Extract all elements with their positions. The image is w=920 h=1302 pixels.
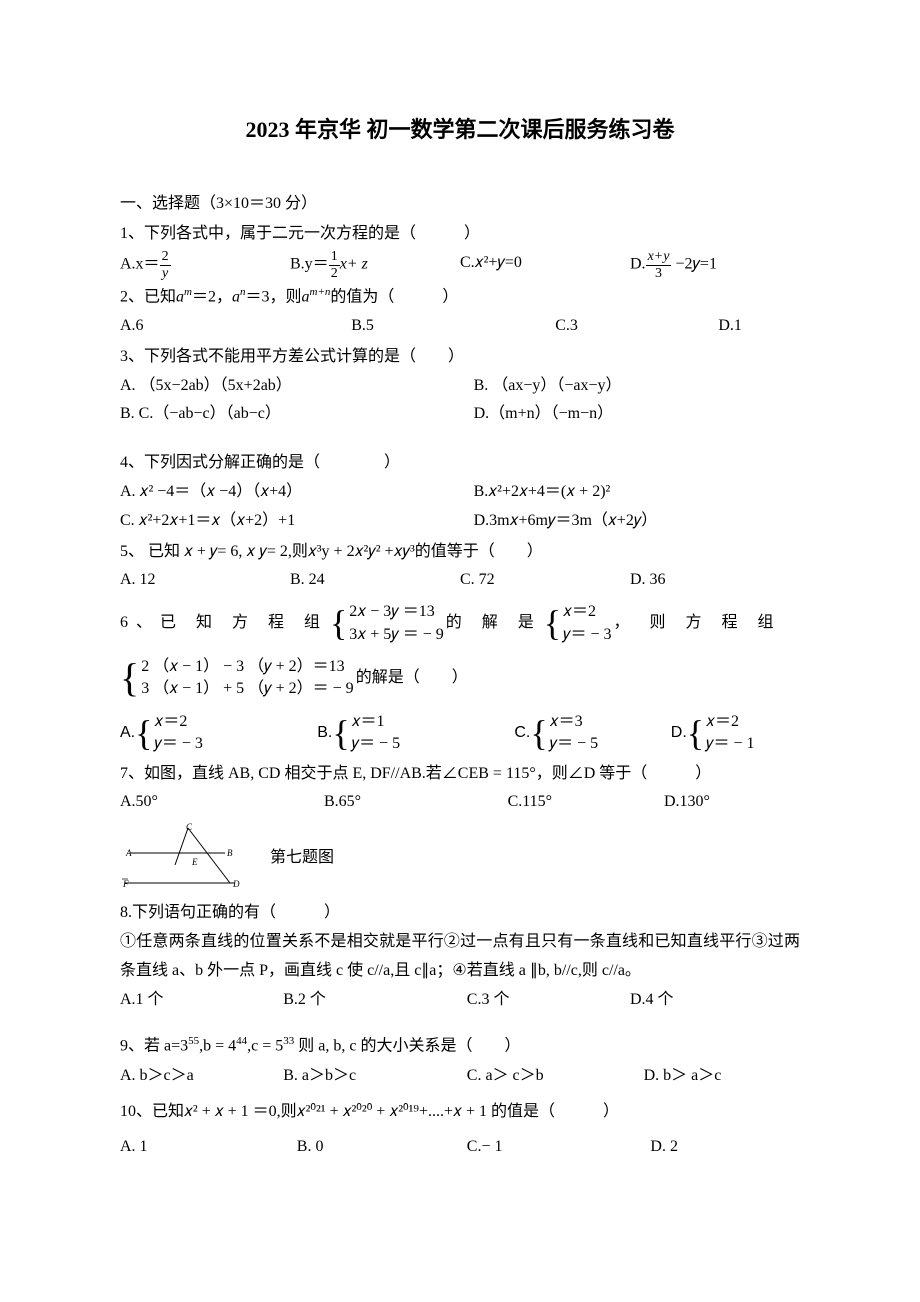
q1-opt-b: B.y＝12x+ z <box>290 249 460 281</box>
q6-line1: 6、已 知 方 程 组 {2𝑥 − 3𝑦 ＝133𝑥 + 5𝑦 ＝ − 9 的 … <box>120 601 800 646</box>
q3-options-1: A. （5x−2ab）（5x+2ab） B. （ax−y）（−ax−y） <box>120 372 800 401</box>
q5-opt-c: C. 72 <box>460 566 630 595</box>
q10-text: 10、已知𝑥² + 𝑥 + 1 ＝0,则𝑥²⁰²¹ + 𝑥²⁰²⁰ + 𝑥²⁰¹… <box>120 1098 800 1127</box>
q4-options-1: A. 𝑥² −4＝（𝑥 −4）（𝑥+4） B.𝑥²+2𝑥+4＝(𝑥 + 2)² <box>120 478 800 507</box>
q2-opt-a: A.6 <box>120 312 351 341</box>
q10-opt-b: B. 0 <box>297 1133 467 1162</box>
question-5: 5、 已知 𝑥 + 𝑦= 6, 𝑥 𝑦= 2,则𝑥³y + 2𝑥²𝑦² +𝑥𝑦³… <box>120 538 800 596</box>
q5-options: A. 12 B. 24 C. 72 D. 36 <box>120 566 800 595</box>
q8-body: ①任意两条直线的位置关系不是相交就是平行②过一点有且只有一条直线和已知直线平行③… <box>120 928 800 986</box>
q3-opt-a: A. （5x−2ab）（5x+2ab） <box>120 372 474 401</box>
question-7: 7、如图，直线 AB, CD 相交于点 E, DF//AB.若∠CEB = 11… <box>120 760 800 894</box>
q5-opt-d: D. 36 <box>630 566 800 595</box>
q7-diagram: A B C D E F <box>120 823 250 893</box>
q7-text: 7、如图，直线 AB, CD 相交于点 E, DF//AB.若∠CEB = 11… <box>120 760 800 789</box>
svg-text:B: B <box>227 848 233 858</box>
q1-opt-d: D.x+y3 −2𝑦=1 <box>630 249 800 281</box>
q4-opt-a: A. 𝑥² −4＝（𝑥 −4）（𝑥+4） <box>120 478 474 507</box>
q5-opt-b: B. 24 <box>290 566 460 595</box>
svg-text:E: E <box>191 857 198 867</box>
q1-text: 1、下列各式中，属于二元一次方程的是（ ） <box>120 220 800 249</box>
q3-text: 3、下列各式不能用平方差公式计算的是（ ） <box>120 343 800 372</box>
q2-opt-b: B.5 <box>351 312 555 341</box>
q7-opt-d: D.130° <box>664 788 800 817</box>
question-8: 8.下列语句正确的有（ ） ①任意两条直线的位置关系不是相交就是平行②过一点有且… <box>120 899 800 1014</box>
svg-text:D: D <box>232 879 240 889</box>
q8-text: 8.下列语句正确的有（ ） <box>120 899 800 928</box>
q6-opt-d: D.{ 𝑥＝2𝑦＝ − 1 <box>671 711 800 756</box>
q10-opt-d: D. 2 <box>650 1133 800 1162</box>
q2-opt-d: D.1 <box>718 312 800 341</box>
q3-opt-d: D.（m+n）（−m−n） <box>474 400 800 429</box>
q4-opt-d: D.3m𝑥+6m𝑦＝3m（𝑥+2𝑦） <box>474 507 800 536</box>
q6-line2: {2 （𝑥 − 1） − 3 （𝑦 + 2）＝133 （𝑥 − 1） + 5 （… <box>120 656 800 701</box>
q2-options: A.6 B.5 C.3 D.1 <box>120 312 800 341</box>
section-header: 一、选择题（3×10＝30 分） <box>120 190 800 219</box>
page-title: 2023 年京华 初一数学第二次课后服务练习卷 <box>120 110 800 150</box>
q3-options-2: B. C.（−ab−c）（ab−c） D.（m+n）（−m−n） <box>120 400 800 429</box>
q1-opt-c: C.𝑥²+𝑦=0 <box>460 249 630 281</box>
q6-opt-c: C.{ 𝑥＝3𝑦＝ − 5 <box>514 711 670 756</box>
q6-opt-a: A.{ 𝑥＝2𝑦＝ − 3 <box>120 711 317 756</box>
q1-options: A.x＝2y B.y＝12x+ z C.𝑥²+𝑦=0 D.x+y3 −2𝑦=1 <box>120 249 800 281</box>
question-10: 10、已知𝑥² + 𝑥 + 1 ＝0,则𝑥²⁰²¹ + 𝑥²⁰²⁰ + 𝑥²⁰¹… <box>120 1098 800 1162</box>
q5-opt-a: A. 12 <box>120 566 290 595</box>
svg-text:C: C <box>186 823 193 832</box>
q1-opt-a: A.x＝2y <box>120 249 290 281</box>
q10-options: A. 1 B. 0 C.− 1 D. 2 <box>120 1133 800 1162</box>
q8-opt-a: A.1 个 <box>120 986 283 1015</box>
q10-opt-c: C.− 1 <box>467 1133 651 1162</box>
q4-opt-b: B.𝑥²+2𝑥+4＝(𝑥 + 2)² <box>474 478 800 507</box>
q3-opt-b: B. （ax−y）（−ax−y） <box>474 372 800 401</box>
q10-opt-a: A. 1 <box>120 1133 297 1162</box>
q9-opt-c: C. a＞ c＞b <box>467 1062 644 1091</box>
q8-options: A.1 个 B.2 个 C.3 个 D.4 个 <box>120 986 800 1015</box>
question-3: 3、下列各式不能用平方差公式计算的是（ ） A. （5x−2ab）（5x+2ab… <box>120 343 800 429</box>
q4-text: 4、下列因式分解正确的是（ ） <box>120 449 800 478</box>
q7-options: A.50° B.65° C.115° D.130° <box>120 788 800 817</box>
q9-text: 9、若 a=355,b = 444,c = 533 则 a, b, c 的大小关… <box>120 1032 800 1061</box>
q8-opt-b: B.2 个 <box>283 986 467 1015</box>
q2-opt-c: C.3 <box>555 312 718 341</box>
q9-opt-a: A. b＞c＞a <box>120 1062 283 1091</box>
question-1: 1、下列各式中，属于二元一次方程的是（ ） A.x＝2y B.y＝12x+ z … <box>120 220 800 281</box>
q5-text: 5、 已知 𝑥 + 𝑦= 6, 𝑥 𝑦= 2,则𝑥³y + 2𝑥²𝑦² +𝑥𝑦³… <box>120 538 800 567</box>
q4-opt-c: C. 𝑥²+2𝑥+1＝𝑥（𝑥+2）+1 <box>120 507 474 536</box>
q8-opt-c: C.3 个 <box>467 986 630 1015</box>
q7-opt-a: A.50° <box>120 788 324 817</box>
svg-text:A: A <box>125 848 132 858</box>
q3-opt-c: B. C.（−ab−c）（ab−c） <box>120 400 474 429</box>
q6-opt-b: B.{ 𝑥＝1𝑦＝ − 5 <box>317 711 514 756</box>
question-9: 9、若 a=355,b = 444,c = 533 则 a, b, c 的大小关… <box>120 1032 800 1090</box>
q7-opt-b: B.65° <box>324 788 508 817</box>
question-2: 2、已知am＝2，an＝3，则am+n的值为（ ） A.6 B.5 C.3 D.… <box>120 283 800 341</box>
q9-opt-d: D. b＞ a＞c <box>644 1062 800 1091</box>
q2-text: 2、已知am＝2，an＝3，则am+n的值为（ ） <box>120 283 800 312</box>
q7-caption: 第七题图 <box>270 844 334 873</box>
q6-options: A.{ 𝑥＝2𝑦＝ − 3 B.{ 𝑥＝1𝑦＝ − 5 C.{ 𝑥＝3𝑦＝ − … <box>120 711 800 756</box>
q8-opt-d: D.4 个 <box>630 986 800 1015</box>
q9-opt-b: B. a＞b＞c <box>283 1062 467 1091</box>
q9-options: A. b＞c＞a B. a＞b＞c C. a＞ c＞b D. b＞ a＞c <box>120 1062 800 1091</box>
q7-diagram-row: A B C D E F 第七题图 <box>120 823 800 893</box>
question-4: 4、下列因式分解正确的是（ ） A. 𝑥² −4＝（𝑥 −4）（𝑥+4） B.𝑥… <box>120 449 800 535</box>
q4-options-2: C. 𝑥²+2𝑥+1＝𝑥（𝑥+2）+1 D.3m𝑥+6m𝑦＝3m（𝑥+2𝑦） <box>120 507 800 536</box>
q7-opt-c: C.115° <box>508 788 664 817</box>
svg-text:F: F <box>122 879 129 889</box>
question-6: 6、已 知 方 程 组 {2𝑥 − 3𝑦 ＝133𝑥 + 5𝑦 ＝ − 9 的 … <box>120 601 800 755</box>
